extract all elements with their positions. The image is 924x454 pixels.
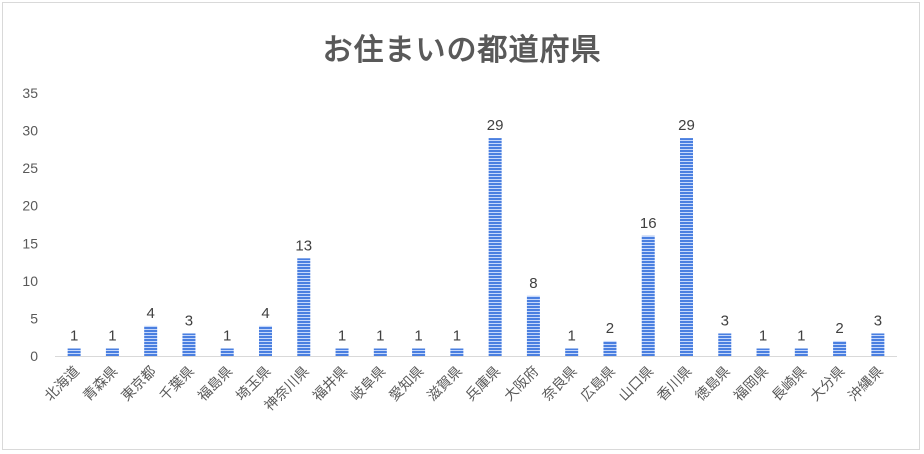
x-tick-label: 福井県: [310, 364, 351, 405]
data-label: 1: [453, 327, 461, 344]
bar: [450, 348, 464, 356]
data-label: 2: [606, 320, 614, 337]
bars: [67, 138, 885, 356]
bar: [297, 258, 311, 356]
x-tick-label: 広島県: [578, 364, 619, 405]
data-label: 1: [108, 327, 116, 344]
chart-title: お住まいの都道府県: [322, 33, 602, 68]
data-label: 29: [487, 117, 504, 134]
data-label: 3: [185, 312, 193, 329]
data-label: 2: [835, 320, 843, 337]
data-label: 1: [797, 327, 805, 344]
x-tick-label: 北海道: [42, 364, 83, 405]
bar: [182, 333, 196, 356]
x-tick-label: 奈良県: [539, 364, 580, 405]
y-tick-label: 0: [30, 348, 38, 364]
bar: [680, 138, 693, 356]
x-tick-label: 兵庫県: [462, 363, 504, 405]
x-axis: 北海道青森県東京都千葉県福島県埼玉県神奈川県福井県岐阜県愛知県滋賀県兵庫県大阪府…: [42, 356, 897, 414]
bar: [67, 348, 81, 356]
bar: [220, 348, 234, 356]
x-tick-label: 青森県: [80, 364, 121, 405]
y-tick-label: 35: [22, 85, 38, 101]
data-label: 1: [223, 327, 231, 344]
bar: [871, 333, 885, 356]
x-tick-label: 千葉県: [157, 364, 198, 405]
y-tick-label: 15: [22, 235, 38, 251]
x-tick-label: 滋賀県: [425, 364, 466, 405]
y-tick-label: 20: [22, 198, 38, 214]
data-label: 3: [874, 312, 882, 329]
bar: [641, 235, 655, 356]
bar: [373, 348, 387, 356]
x-tick-label: 沖縄県: [846, 364, 887, 405]
data-label: 4: [261, 305, 269, 322]
bar: [488, 138, 502, 356]
x-tick-label: 大分県: [807, 364, 848, 405]
bar: [259, 325, 272, 356]
bar: [412, 348, 426, 356]
data-label: 4: [147, 305, 155, 322]
bar: [718, 333, 732, 356]
bar: [833, 340, 847, 356]
x-tick-label: 長崎県: [769, 364, 810, 405]
x-tick-label: 大阪府: [501, 364, 542, 405]
y-tick-label: 10: [22, 273, 38, 289]
x-tick-label: 福岡県: [731, 364, 772, 405]
y-tick-label: 5: [30, 310, 38, 326]
data-label: 1: [70, 327, 78, 344]
x-tick-label: 愛知県: [386, 363, 428, 405]
data-label: 16: [640, 215, 657, 232]
data-label: 8: [529, 275, 537, 292]
y-tick-label: 30: [22, 123, 38, 139]
data-label: 1: [568, 327, 576, 344]
data-label: 29: [678, 117, 695, 134]
x-tick-label: 香川県: [654, 364, 695, 405]
bar: [526, 295, 540, 356]
data-label: 1: [338, 327, 346, 344]
x-tick-label: 東京都: [118, 364, 159, 405]
bar: [603, 340, 617, 356]
data-label: 1: [376, 327, 384, 344]
bar: [105, 348, 119, 356]
bar: [756, 348, 770, 356]
data-label: 1: [759, 327, 767, 344]
x-tick-label: 徳島県: [693, 364, 734, 405]
y-tick-label: 25: [22, 160, 38, 176]
bar: [565, 348, 579, 356]
bar: [794, 348, 808, 356]
data-label: 3: [721, 312, 729, 329]
x-tick-label: 山口県: [616, 364, 657, 405]
bar: [335, 348, 349, 356]
x-tick-label: 岐阜県: [347, 363, 389, 405]
data-label: 1: [414, 327, 422, 344]
data-label: 13: [295, 237, 312, 254]
y-axis: 0 5 10 15 20 25 30 35: [22, 85, 38, 364]
bar: [144, 325, 158, 356]
x-tick-label: 福島県: [195, 364, 236, 405]
